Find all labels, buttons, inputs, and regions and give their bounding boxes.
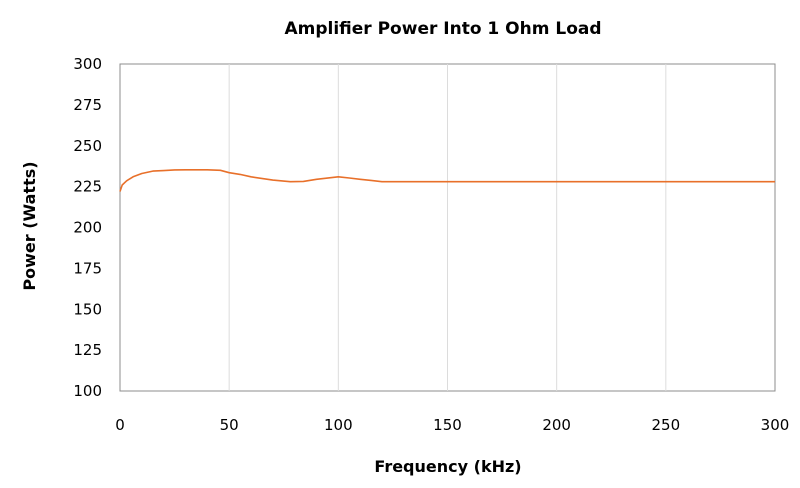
y-tick-label: 250 bbox=[73, 137, 102, 155]
x-tick-label: 250 bbox=[652, 416, 681, 434]
x-tick-label: 0 bbox=[115, 416, 125, 434]
y-tick-label: 300 bbox=[73, 55, 102, 73]
x-tick-label: 300 bbox=[761, 416, 790, 434]
y-axis-ticks: 100 125 150 175 200 225 250 275 300 bbox=[73, 55, 102, 400]
y-tick-label: 175 bbox=[73, 259, 102, 277]
series-lines bbox=[119, 169, 775, 192]
y-axis-label: Power (Watts) bbox=[20, 161, 39, 290]
y-tick-label: 100 bbox=[73, 382, 102, 400]
x-axis-label: Frequency (kHz) bbox=[374, 457, 521, 476]
y-tick-label: 275 bbox=[73, 96, 102, 114]
chart-title: Amplifier Power Into 1 Ohm Load bbox=[284, 19, 601, 39]
y-tick-label: 225 bbox=[73, 178, 102, 196]
x-tick-label: 100 bbox=[324, 416, 353, 434]
x-tick-label: 200 bbox=[542, 416, 571, 434]
y-tick-label: 200 bbox=[73, 219, 102, 237]
x-tick-label: 50 bbox=[220, 416, 239, 434]
x-axis-ticks: 0 50 100 150 200 250 300 bbox=[115, 416, 789, 434]
y-tick-label: 150 bbox=[73, 300, 102, 318]
x-tick-label: 150 bbox=[433, 416, 462, 434]
series-line bbox=[119, 169, 775, 192]
gridlines bbox=[228, 64, 667, 391]
y-tick-label: 125 bbox=[73, 341, 102, 359]
